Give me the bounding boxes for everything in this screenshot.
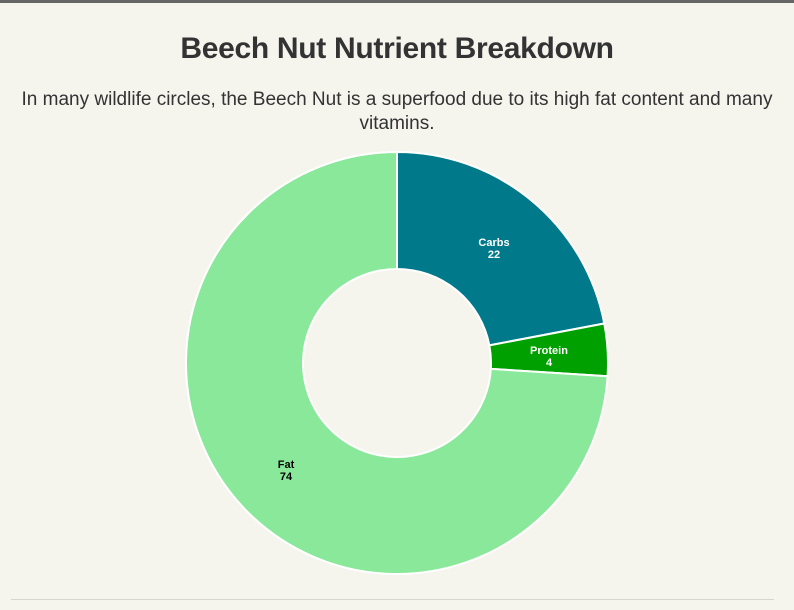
slice-fat[interactable] <box>185 151 609 575</box>
label-protein-value: 4 <box>546 357 553 369</box>
label-fat-value: 74 <box>280 471 293 483</box>
label-carbs: Carbs 22 <box>478 237 509 261</box>
top-border <box>0 0 794 3</box>
label-protein: Protein 4 <box>530 345 568 369</box>
label-fat-name: Fat <box>278 459 295 471</box>
slice-carbs[interactable] <box>396 151 606 347</box>
footer-divider <box>11 599 774 600</box>
chart-title: Beech Nut Nutrient Breakdown <box>180 32 614 65</box>
label-protein-name: Protein <box>530 345 568 357</box>
chart-subtitle: In many wildlife circles, the Beech Nut … <box>21 89 773 134</box>
label-carbs-name: Carbs <box>478 237 509 249</box>
label-carbs-value: 22 <box>488 249 500 261</box>
donut-slices <box>185 151 609 575</box>
label-fat: Fat 74 <box>278 459 295 483</box>
